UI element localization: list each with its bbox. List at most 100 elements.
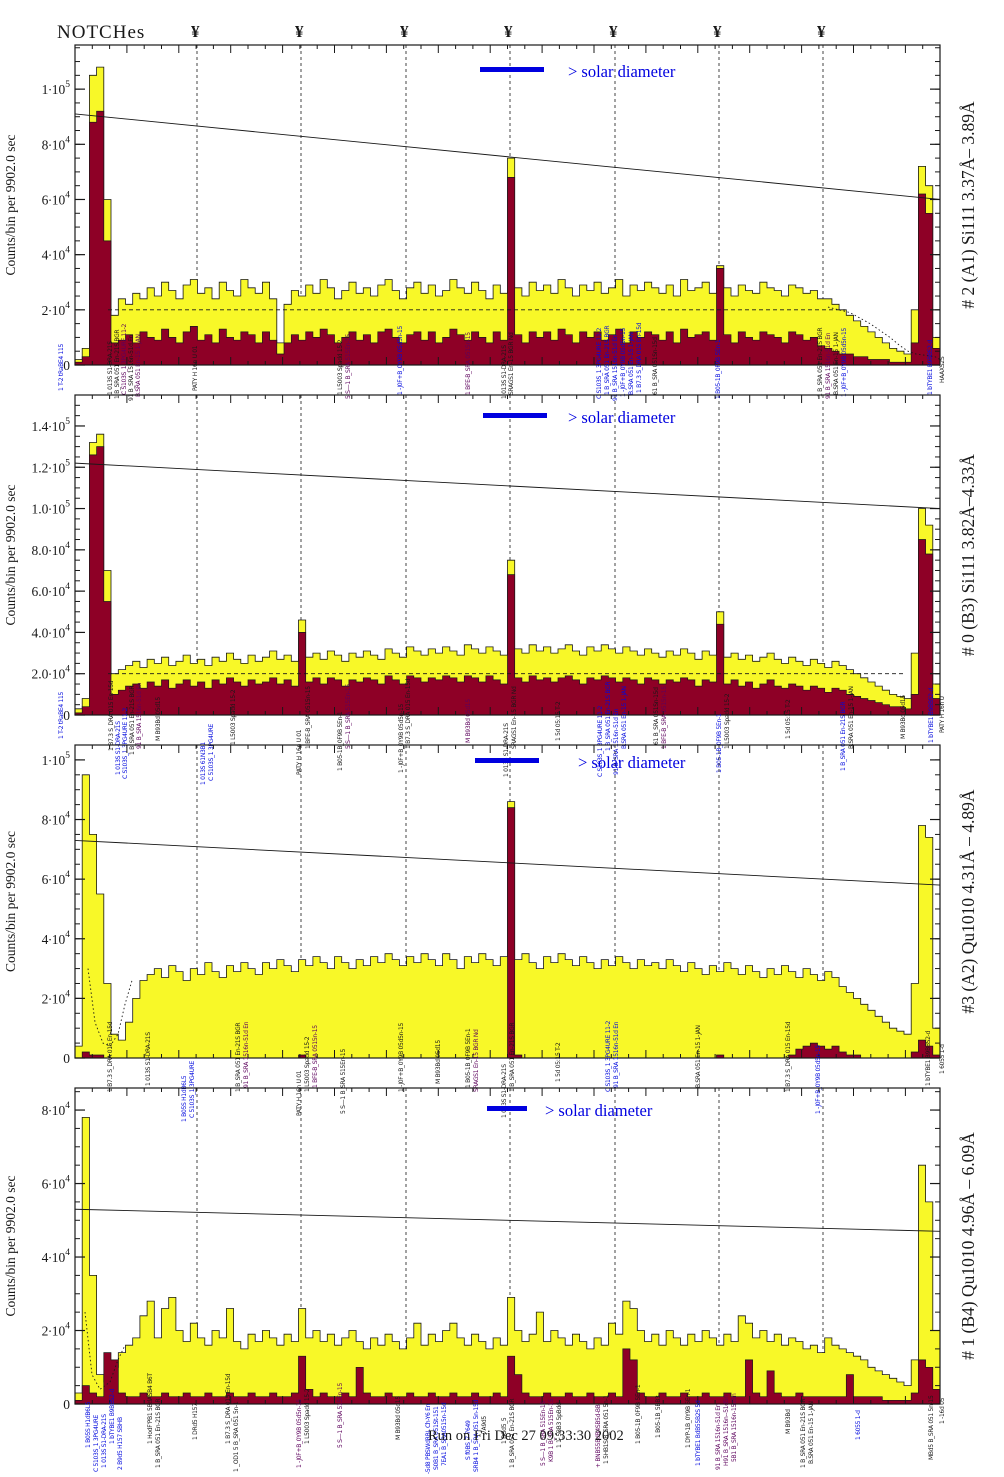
annotation-text: 5 S—1 B_SRA 515En-15 [340,1049,347,1114]
annotation-text: PATY H 16n U 01 [192,345,199,391]
annotation-text: SRAGS1 En-15 BGR Nd [511,686,518,749]
annotation-text: 1 013S S1-DRA-21S [101,1414,108,1468]
annotation-text: 1 BFE-B_SRA 0515n-15 [661,686,668,749]
annotation-text: 1 BGd5_5 [501,1417,508,1444]
annotation-text: + BNB55BdB4SB5d-BB [595,1404,602,1468]
notch-symbol: ¥ [400,22,409,41]
annotation-text: 5 S—1 B_SRA 515En-15 [345,334,352,399]
y-tick-label: 0 [63,358,70,373]
annotation-text: 1 bTYBE1 B9BBS2-d [928,687,935,743]
y-axis-label: Counts/bin per 9902.0 sec [3,831,18,972]
dotted-curve [87,968,133,1047]
annotation-text: 1 B_SRA 051 En-21S BGR [840,702,847,771]
annotation-text: 1 013S S1-DRA-21S [115,721,122,775]
annotation-text: S f0BS_7 7649 [465,1420,472,1460]
annotation-text: 1 L5003 Spadd 15-2 [304,1036,311,1092]
annotation-text: 1 -16d 05 [939,1397,946,1424]
y-tick-label: 4∙104 [42,930,71,947]
annotation-text: 1 B7.3 S_DRA 015 En-15d [636,322,643,393]
y-tick-label: 6∙104 [42,870,71,887]
annotation-text: 1 L5003 Spadd 15-2 [724,693,731,749]
annotation-text: 1 DYP-1B_0Y9B 5En-1 [685,1388,692,1448]
annotation-text: PATY H 16n U 01 [296,729,303,775]
annotation-text: PATY H 16n U [939,696,946,733]
y-tick-label: 6.0∙104 [32,582,71,599]
y-axis-label: Counts/bin per 9902.0 sec [3,135,18,276]
panel-4: 0 2∙104 4∙104 6∙104 8∙104 Counts/bin per 9902… [3,1087,978,1474]
annotation-text: 1 5d 05:15 T-2 [785,699,792,739]
legend-bar [480,67,544,72]
annotation-text: 1 B7.3 S_DRA 015 En-15d [785,1021,792,1092]
annotation-text: SRAGS1 En-15 BGR Nd [473,1029,480,1092]
annotation-text: PATY H 16n U 01 [296,1070,303,1116]
right-panel-label: # 2 (A1) Si111 3.37Å– 3.89Å [958,101,978,309]
annotation-text: K9B 1 B_SRA 515En-15 [548,1398,555,1462]
trend-line [74,839,941,886]
annotation-text: B.SRA 051 En-15 1-JAN [135,334,142,397]
y-axis-label: Counts/bin per 9902.0 sec [3,1176,18,1317]
annotation-text: 91 B_SRA 1516n-51d En [136,682,143,749]
y-tick-label: 2∙104 [42,989,71,1006]
annotation-text: 1 B7.3 S_DRA 015 En-15d [108,680,115,751]
annotation-text: C S103S_1 3PG4URE 11-2 [597,705,604,777]
notch-symbol: ¥ [713,22,722,41]
annotation-text: 1 013S S1-DRA-21S [503,723,510,777]
y-tick-label: 1∙105 [42,751,71,768]
annotation-text: 1 T-2 tRaBE4 115 [58,691,65,739]
annotation-text: 1 -J0F+B_0Y9B 05d5n-15 [620,328,627,397]
annotation-text: 1 -J0F+B_0Y9B 05d5n-15 [397,326,404,395]
annotation-text: 1 B_SRA 051 En-21S BGR [800,1399,807,1468]
annotation-text: M B93Bd 05d15 [155,697,162,741]
annotation-text: 1 013S S1-DRA-21S [145,1032,152,1086]
annotation-text: 5 S—1 B_SRA 515En-15 [337,1383,344,1448]
annotation-text: 1 B7.3 S_DRA 015 En-15d [107,1021,114,1092]
annotation-text: 7A9d5 [481,1416,488,1434]
right-panel-label: # 1 (B4) Qu1010 4.96Å – 6.09Å [958,1132,978,1360]
notch-symbol: ¥ [504,22,513,41]
annotation-text: 1 B_SRA 051 En-21S BGR [605,682,612,751]
trend-line [74,462,941,509]
annotation-text: 1 L5003 Spadd 15-2 [337,339,344,395]
annotation-text: 1 BFE-B_SRA 0515n-15 [312,1025,319,1088]
annotation-text: S0B1 B_SRA 051St-151 [433,1406,440,1470]
annotation-text: C S103S_1 3PG4URE 11-2 [122,707,129,779]
annotation-text: 1 6055 1-d [939,1044,946,1074]
y-tick-label: 1.0∙105 [32,500,71,517]
annotation-text: 1 B05S H1dB6L5 [181,1075,188,1122]
annotation-text: 91 B_SRA 1516n-51d En [128,334,135,401]
annotation-text: -5d8 PBSWdRBL Ch-Y6 En [425,1403,432,1474]
legend-label: > solar diameter [568,408,676,427]
annotation-text: 91 B_SRA 1516n-51d En [613,708,620,775]
annotation-text: 5 S—1 B_SRA 515En-15 [540,1401,547,1466]
y-tick-label: 2.0∙104 [32,665,71,682]
annotation-text: 1 B05S H1dB6L5 [85,1401,92,1448]
annotation-text: 1 B05-1B_0F9B 5En-1 [635,1384,642,1444]
annotation-text: 1 BFE-B_SRA 0515n-15 [305,686,312,749]
legend-bar [483,413,547,418]
annotation-text: 1 -J0F+B_0Y9B 05d5n-15 [296,1399,303,1468]
annotation-text: 1 bTYBE1 B9BBS2-d [927,339,934,395]
y-tick-label: 8∙104 [42,811,71,828]
notch-symbol: ¥ [817,22,826,41]
legend-bar [475,758,539,763]
annotation-text: M B93Bd 05d15 [395,1396,402,1440]
annotation-text: SRB4 1 B_SRA 051 5n-15d [473,1399,480,1472]
annotation-text: 91 B_SRA 1516n-51d En [612,334,619,401]
annotation-text: 1 L5003 Spadd 15-2 [304,1388,311,1444]
annotation-text: 1 B_SRA 051 En-21S BGR [129,686,136,755]
y-tick-label: 4.0∙104 [32,623,71,640]
panel-3: 0 2∙104 4∙104 6∙104 8∙104 1∙105 Counts/bin per… [3,744,978,1122]
annotation-text: SRAGS1 En-15 BGR Nd [508,332,515,395]
annotation-text: 1 5d 05:15 T-2 [555,1042,562,1082]
run-timestamp: Run on Fri Dec 27 09:33:30 2002 [428,1428,624,1444]
y-tick-label: 0 [63,1397,70,1412]
panel-2: 0 2.0∙104 4.0∙104 6.0∙104 8.0∙104 1.0∙105 1.2∙… [3,394,978,785]
maroon-histogram [74,1348,941,1405]
annotation-text: B.SRA 051 En-15 1-JAN [848,686,855,749]
annotation-text: 91 B_SRA 1516n-51d En [243,1021,250,1088]
legend-label: > solar diameter [545,1101,653,1120]
annotation-text: 1 013S S1-DRA-21S [107,341,114,395]
y-tick-label: 0 [63,708,70,723]
y-axis-label: Counts/bin per 9902.0 sec [3,485,18,626]
